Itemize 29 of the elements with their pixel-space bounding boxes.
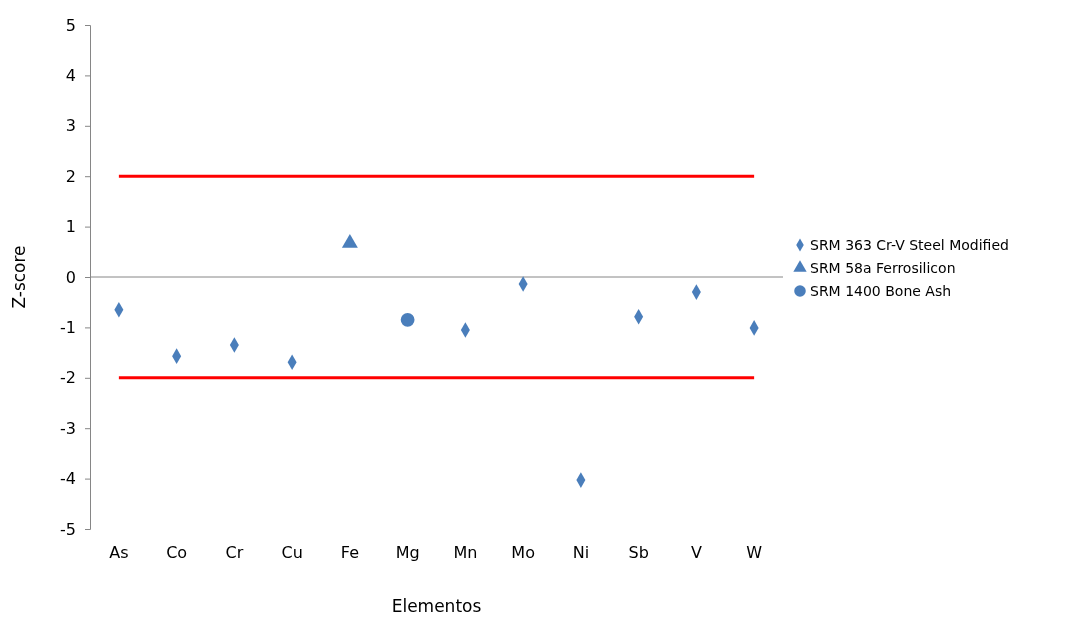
y-tick-label: 2 (65, 166, 76, 186)
point (400, 312, 415, 327)
x-tick-label: Ni (572, 542, 590, 562)
x-tick-label: Cu (281, 542, 303, 562)
x-tick-label: Cr (225, 542, 244, 562)
y-tick-label: 3 (65, 116, 76, 136)
legend-label: SRM 363 Cr-V Steel Modified (810, 237, 1009, 253)
y-tick-label: 0 (65, 267, 76, 287)
y-tick-label: -2 (60, 368, 76, 388)
x-tick-label: As (109, 542, 129, 562)
y-tick-label: 4 (65, 66, 76, 86)
x-tick-label: Mo (511, 542, 535, 562)
x-tick-label: Mn (453, 542, 478, 562)
legend-label: SRM 1400 Bone Ash (810, 283, 952, 299)
y-tick-label: 5 (65, 15, 76, 35)
x-tick-label: Sb (628, 542, 649, 562)
y-tick-label: -5 (60, 519, 76, 539)
x-tick-label: Mg (395, 542, 420, 562)
y-tick-label: -3 (60, 418, 76, 438)
x-tick-label: V (690, 542, 702, 562)
y-tick-label: -4 (60, 469, 76, 489)
x-tick-label: Fe (340, 542, 359, 562)
legend-label: SRM 58a Ferrosilicon (810, 260, 956, 276)
x-tick-label: Co (166, 542, 188, 562)
x-tick-label: W (746, 542, 763, 562)
y-axis-title: Z-score (9, 245, 29, 309)
y-tick-label: -1 (60, 318, 76, 338)
y-tick-label: 1 (65, 217, 76, 237)
x-axis-title: Elementos (391, 596, 482, 616)
